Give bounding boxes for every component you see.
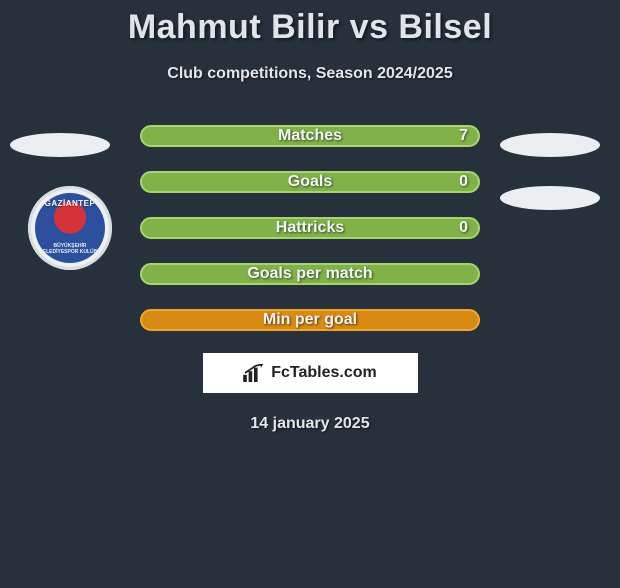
- attribution-box: FcTables.com: [203, 353, 418, 393]
- stat-bar-label: Goals per match: [247, 265, 372, 283]
- page-title: Mahmut Bilir vs Bilsel: [0, 8, 620, 47]
- stat-bar-value: 7: [459, 127, 468, 145]
- club-badge-inner: GAZİANTEP BÜYÜKŞEHİR BELEDİYESPOR KULÜBÜ: [35, 193, 105, 263]
- club-badge: GAZİANTEP BÜYÜKŞEHİR BELEDİYESPOR KULÜBÜ: [28, 186, 112, 270]
- stat-bar-goals-per-match: Goals per match: [140, 263, 480, 285]
- player-right-placeholder-2: [500, 186, 600, 210]
- attribution-text: FcTables.com: [271, 364, 377, 382]
- fctables-logo-icon: [243, 364, 265, 382]
- player-right-placeholder-1: [500, 133, 600, 157]
- stat-bar-value: 0: [459, 219, 468, 237]
- player-left-placeholder: [10, 133, 110, 157]
- club-badge-primary-text: GAZİANTEP: [35, 199, 105, 208]
- stat-bar-value: 0: [459, 173, 468, 191]
- stat-bar-min-per-goal: Min per goal: [140, 309, 480, 331]
- stat-bar-label: Matches: [278, 127, 342, 145]
- stat-bar-matches: Matches 7: [140, 125, 480, 147]
- club-badge-secondary-text: BÜYÜKŞEHİR BELEDİYESPOR KULÜBÜ: [35, 244, 105, 255]
- stat-bar-label: Min per goal: [263, 311, 357, 329]
- stat-bar-label: Hattricks: [276, 219, 344, 237]
- stat-bar-label: Goals: [288, 173, 332, 191]
- footer-date: 14 january 2025: [0, 415, 620, 433]
- stat-bar-hattricks: Hattricks 0: [140, 217, 480, 239]
- stat-bar-goals: Goals 0: [140, 171, 480, 193]
- page-subtitle: Club competitions, Season 2024/2025: [0, 65, 620, 83]
